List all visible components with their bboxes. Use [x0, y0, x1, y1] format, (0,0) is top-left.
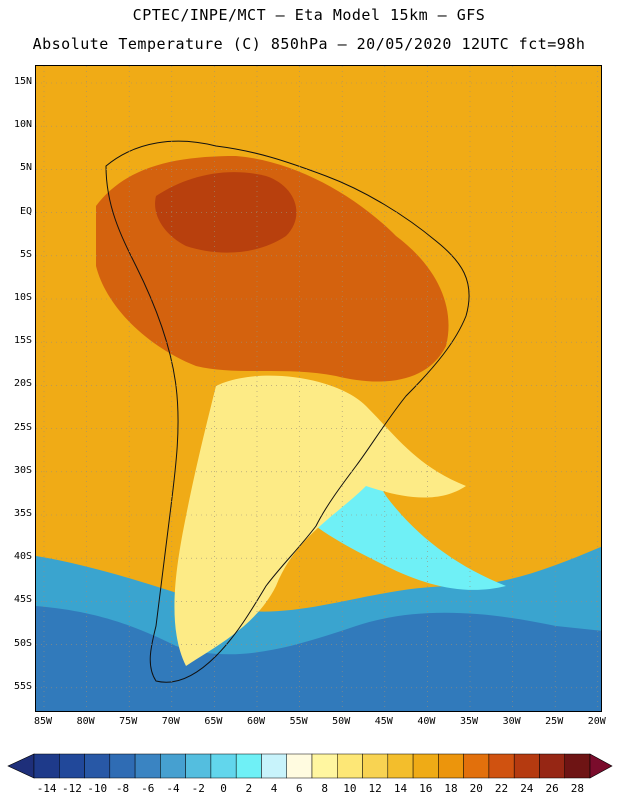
latitude-tick-label: 30S: [13, 464, 32, 476]
colorbar-value-label: -6: [141, 782, 155, 795]
colorbar-swatch: [134, 753, 161, 779]
colorbar-swatch: [387, 753, 414, 779]
longitude-tick-label: 55W: [289, 716, 308, 727]
latitude-tick-label: 20S: [13, 378, 32, 390]
colorbar-swatch: [33, 753, 60, 779]
latitude-tick-label: 35S: [13, 508, 32, 519]
colorbar-value-label: 24: [520, 782, 534, 795]
colorbar-value-label: 2: [245, 782, 253, 795]
colorbar-swatch: [488, 753, 515, 779]
colorbar-swatch: [160, 753, 186, 779]
latitude-tick-label: 10S: [13, 292, 32, 303]
colorbar-swatch: [109, 753, 136, 779]
colorbar-swatch: [513, 753, 540, 779]
latitude-tick-label: 45S: [13, 594, 32, 606]
colorbar-value-label: -4: [166, 782, 180, 795]
map-title-line-1: CPTEC/INPE/MCT — Eta Model 15km — GFS: [132, 6, 486, 24]
longitude-tick-label: 70W: [161, 716, 180, 727]
colorbar-value-label: -2: [191, 782, 205, 795]
longitude-tick-label: 75W: [119, 716, 138, 727]
colorbar-value-label: 12: [368, 782, 382, 795]
longitude-tick-label: 30W: [502, 716, 521, 727]
colorbar-value-label: -14: [36, 782, 57, 795]
longitude-tick-label: 50W: [332, 716, 351, 727]
colorbar-swatch: [412, 753, 439, 779]
map-title-line-2: Absolute Temperature (C) 850hPa — 20/05/…: [32, 35, 586, 53]
latitude-tick-label: 25S: [13, 421, 32, 433]
colorbar-value-label: 10: [343, 782, 357, 795]
latitude-tick-label: 50S: [13, 637, 32, 649]
longitude-tick-label: 60W: [246, 716, 266, 727]
colorbar-value-label: -8: [115, 782, 130, 795]
longitude-tick-label: 80W: [76, 716, 95, 727]
latitude-tick-label: 5N: [19, 162, 32, 174]
colorbar-swatches: [7, 753, 613, 779]
temperature-map[interactable]: [35, 65, 602, 712]
longitude-tick-label: 20W: [587, 716, 606, 727]
cool-yellow-zone: [174, 375, 466, 666]
colorbar-low-arrow: [7, 753, 35, 779]
colorbar-value-label: -12: [61, 782, 82, 795]
colorbar-high-arrow: [589, 753, 613, 779]
colorbar-swatch: [286, 753, 313, 779]
latitude-tick-label: 40S: [13, 551, 32, 563]
hottest-interior: [155, 172, 297, 253]
longitude-tick-label: 85W: [33, 716, 53, 727]
temperature-field: [36, 66, 601, 711]
colorbar-value-label: 14: [393, 782, 408, 795]
longitude-tick-label: 25W: [545, 716, 564, 727]
colorbar-value-label: 4: [270, 782, 278, 795]
colorbar-swatch: [210, 753, 237, 779]
colorbar-value-label: 22: [494, 782, 509, 795]
longitude-tick-label: 35W: [459, 716, 479, 727]
colorbar-swatch: [261, 753, 287, 779]
colorbar-swatch: [59, 753, 85, 779]
colorbar-value-label: -10: [87, 782, 108, 795]
colorbar-value-label: 0: [220, 782, 227, 795]
latitude-tick-label: 15S: [13, 335, 32, 347]
colorbar-value-label: 8: [321, 782, 328, 795]
colorbar-value-label: 26: [545, 782, 559, 795]
colorbar-swatch: [235, 753, 262, 779]
colorbar-swatch: [564, 753, 591, 779]
colorbar-value-label: 18: [444, 782, 458, 795]
colorbar-swatch: [311, 753, 338, 779]
colorbar-swatch: [337, 753, 363, 779]
longitude-tick-label: 40W: [417, 716, 436, 727]
south-america-coastline: [105, 140, 470, 683]
longitude-tick-label: 45W: [374, 716, 393, 727]
latitude-tick-label: 5S: [19, 248, 32, 260]
latitude-tick-label: 55S: [13, 680, 32, 692]
colorbar-swatch: [84, 753, 111, 779]
latitude-tick-label: 10N: [13, 119, 32, 131]
colorbar-swatch: [438, 753, 464, 779]
longitude-tick-label: 65W: [204, 716, 223, 727]
colorbar-swatch: [362, 753, 389, 779]
cold-core: [36, 606, 601, 711]
colorbar-swatch: [463, 753, 490, 779]
colorbar-swatch: [539, 753, 565, 779]
colorbar-value-label: 28: [570, 782, 584, 795]
latitude-tick-label: EQ: [19, 205, 32, 217]
colorbar-value-label: 20: [469, 782, 483, 795]
temperature-colorbar: [7, 753, 613, 779]
latitude-tick-label: 15N: [13, 76, 32, 87]
colorbar-swatch: [185, 753, 212, 779]
colorbar-value-label: 6: [296, 782, 303, 795]
colorbar-value-label: 16: [419, 782, 433, 795]
